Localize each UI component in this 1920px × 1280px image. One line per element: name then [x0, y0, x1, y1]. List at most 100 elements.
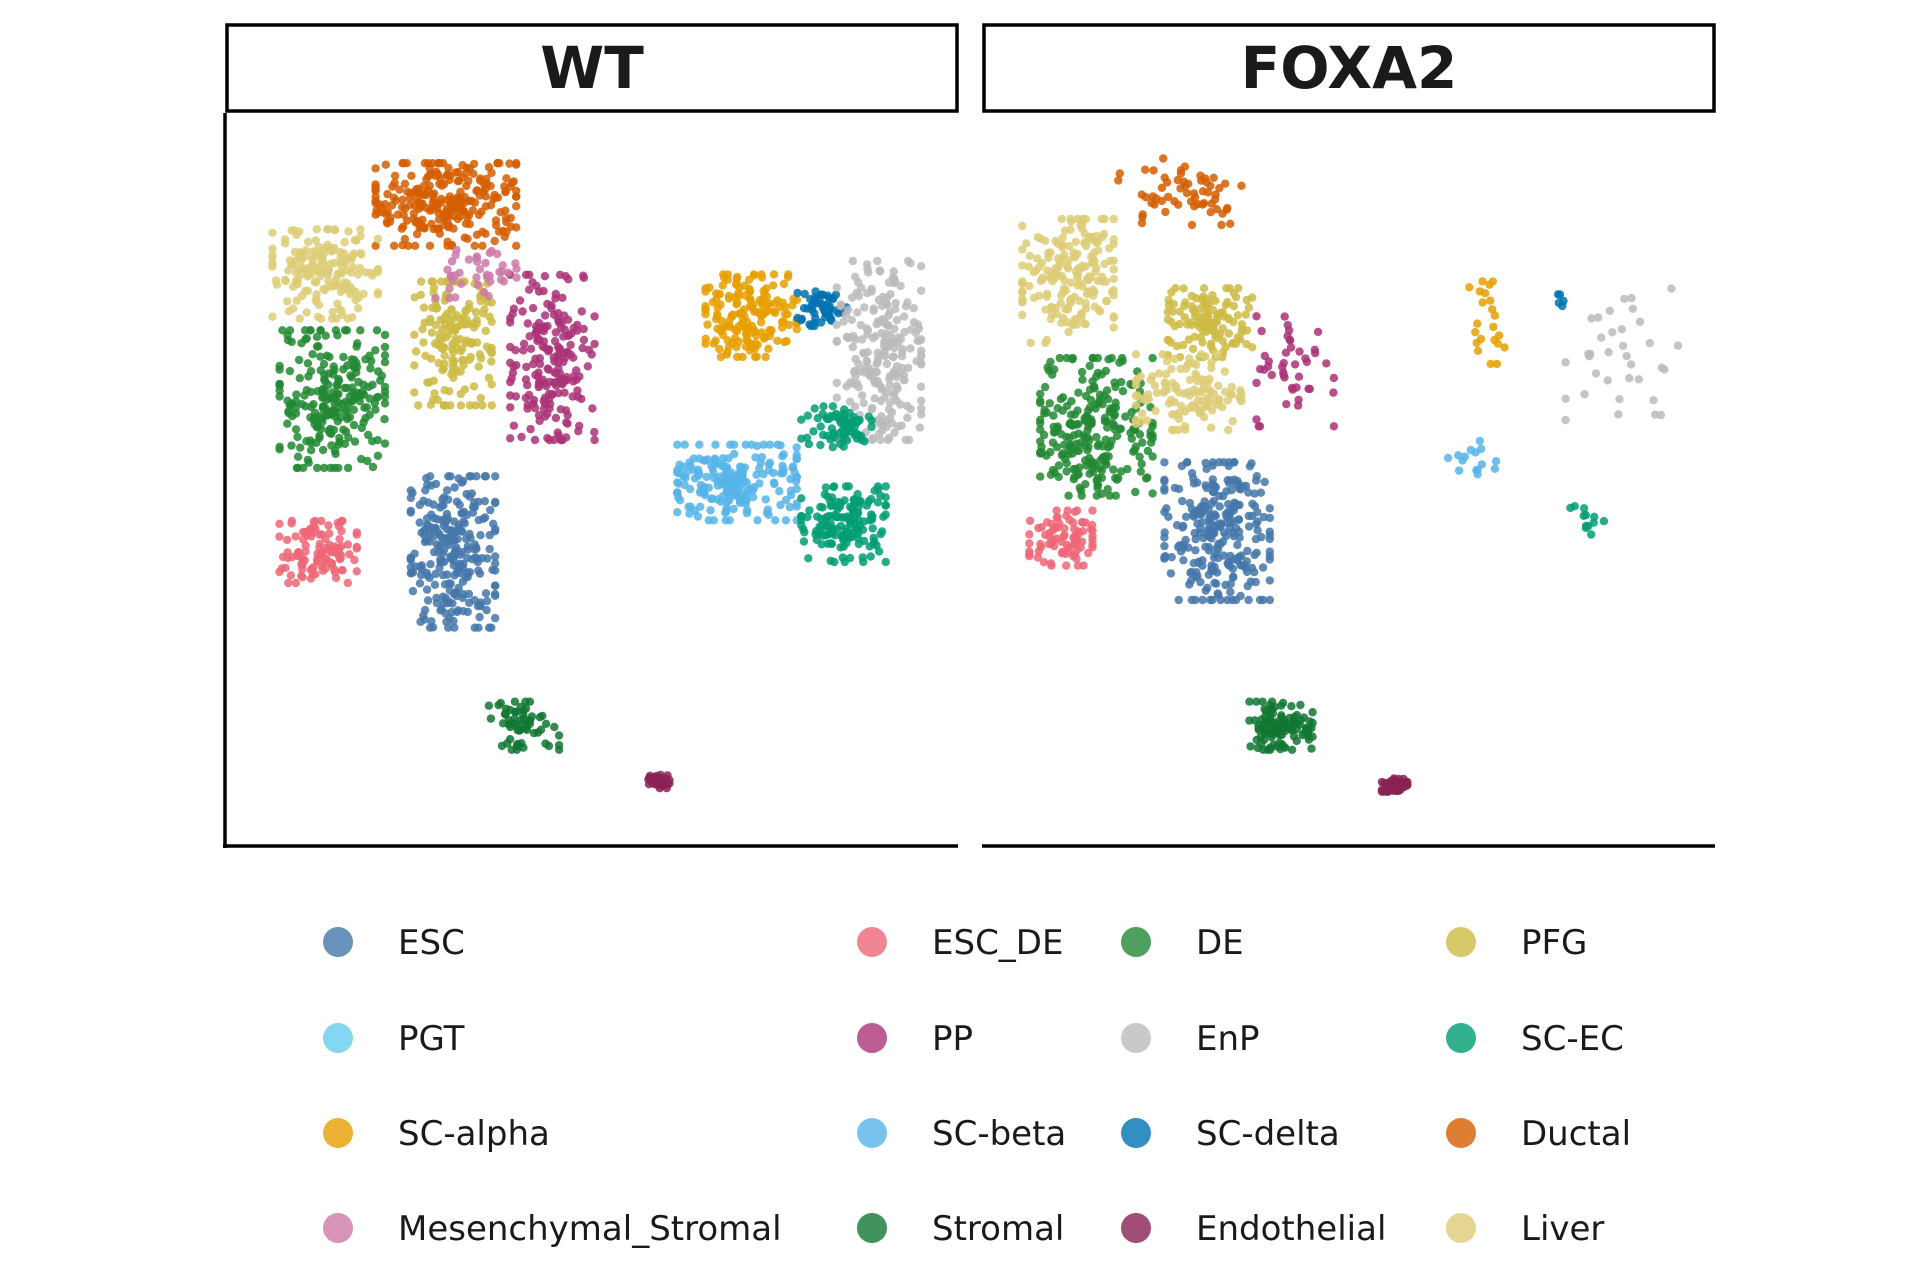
point-pp [579, 273, 589, 282]
point-sc-beta [1458, 456, 1467, 465]
point-esc [489, 519, 498, 528]
point-liver [335, 305, 344, 314]
point-enp [1591, 369, 1601, 378]
point-ductal [478, 241, 487, 250]
point-pfg [416, 290, 425, 300]
point-stromal [1276, 701, 1286, 710]
legend-swatch [1121, 1023, 1151, 1053]
point-enp [839, 317, 848, 326]
point-de [321, 331, 330, 340]
point-ductal [371, 164, 380, 173]
point-de [1143, 446, 1153, 456]
point-pp [1329, 373, 1339, 383]
point-liver [1177, 402, 1186, 411]
point-enp [869, 304, 878, 313]
point-liver [1077, 309, 1087, 318]
legend-swatch [1121, 1118, 1151, 1148]
legend-item-esc: ESC [323, 923, 465, 963]
point-sc-alpha [735, 283, 744, 293]
point-esc [450, 536, 459, 545]
point-esc [449, 561, 458, 570]
point-liver [356, 225, 365, 234]
point-ductal [490, 236, 499, 246]
point-mesenchymal_stromal [473, 257, 482, 266]
point-esc_de [1058, 547, 1068, 556]
point-liver [281, 239, 290, 248]
point-enp [917, 359, 926, 368]
point-esc [458, 593, 467, 603]
point-esc [415, 500, 424, 510]
point-sc-alpha [780, 337, 789, 347]
point-ductal [437, 194, 446, 204]
point-esc_de [1088, 531, 1097, 541]
point-pfg [419, 338, 428, 347]
point-de [306, 436, 315, 445]
point-enp [903, 413, 912, 422]
point-sc-beta [1476, 444, 1486, 454]
point-stromal [1308, 708, 1317, 717]
point-mesenchymal_stromal [479, 287, 489, 297]
point-enp [847, 315, 856, 325]
point-de [1081, 480, 1090, 489]
point-liver [1064, 327, 1073, 337]
point-esc [1222, 512, 1231, 522]
point-esc [486, 505, 495, 515]
point-liver [303, 272, 312, 281]
point-pp [558, 293, 567, 302]
point-sc-alpha [784, 270, 793, 279]
point-pfg [1186, 318, 1195, 327]
point-sc-beta [763, 505, 772, 514]
point-esc [1229, 532, 1239, 541]
point-de [1036, 415, 1045, 424]
point-ductal [425, 170, 435, 179]
point-esc [425, 472, 435, 481]
point-liver [346, 282, 355, 292]
point-de [1055, 353, 1065, 363]
point-ductal [512, 241, 521, 250]
point-liver [268, 244, 277, 253]
point-esc [1192, 568, 1201, 577]
point-enp [882, 388, 892, 397]
point-sc-alpha [771, 308, 780, 318]
point-de [1148, 353, 1157, 363]
point-ductal [512, 202, 521, 211]
point-sc-alpha [745, 328, 754, 338]
point-stromal [504, 716, 514, 725]
point-stromal [506, 722, 515, 732]
point-mesenchymal_stromal [472, 273, 481, 282]
point-esc_de [275, 532, 284, 541]
point-sc-alpha [1492, 359, 1502, 369]
point-esc [458, 527, 467, 536]
point-liver [1195, 408, 1205, 418]
point-ductal [506, 213, 515, 223]
point-pp [590, 435, 599, 445]
point-esc [1216, 595, 1225, 605]
point-de [1135, 430, 1145, 439]
legend-swatch [1446, 1213, 1476, 1243]
point-enp [832, 393, 841, 402]
point-enp [870, 394, 879, 403]
point-sc-ec [804, 554, 813, 563]
point-de [356, 326, 365, 335]
point-esc [456, 550, 465, 559]
point-pfg [1172, 342, 1182, 351]
point-stromal [510, 697, 520, 706]
point-ductal [410, 241, 420, 250]
cluster-ductal-wt [371, 159, 521, 250]
point-enp [901, 302, 911, 311]
point-de [1088, 464, 1097, 473]
point-esc [442, 486, 452, 495]
point-pp [1295, 347, 1304, 356]
point-pp [1310, 345, 1320, 354]
point-sc-alpha [769, 281, 778, 290]
point-enp [917, 410, 926, 419]
point-esc_de [1037, 523, 1046, 532]
point-enp [868, 435, 877, 445]
point-sc-ec [1581, 521, 1591, 531]
point-stromal [1246, 742, 1255, 751]
point-liver [1033, 233, 1043, 242]
point-mesenchymal_stromal [498, 261, 507, 270]
point-ductal [487, 168, 496, 178]
point-esc [1228, 564, 1238, 573]
point-de [1092, 491, 1102, 500]
